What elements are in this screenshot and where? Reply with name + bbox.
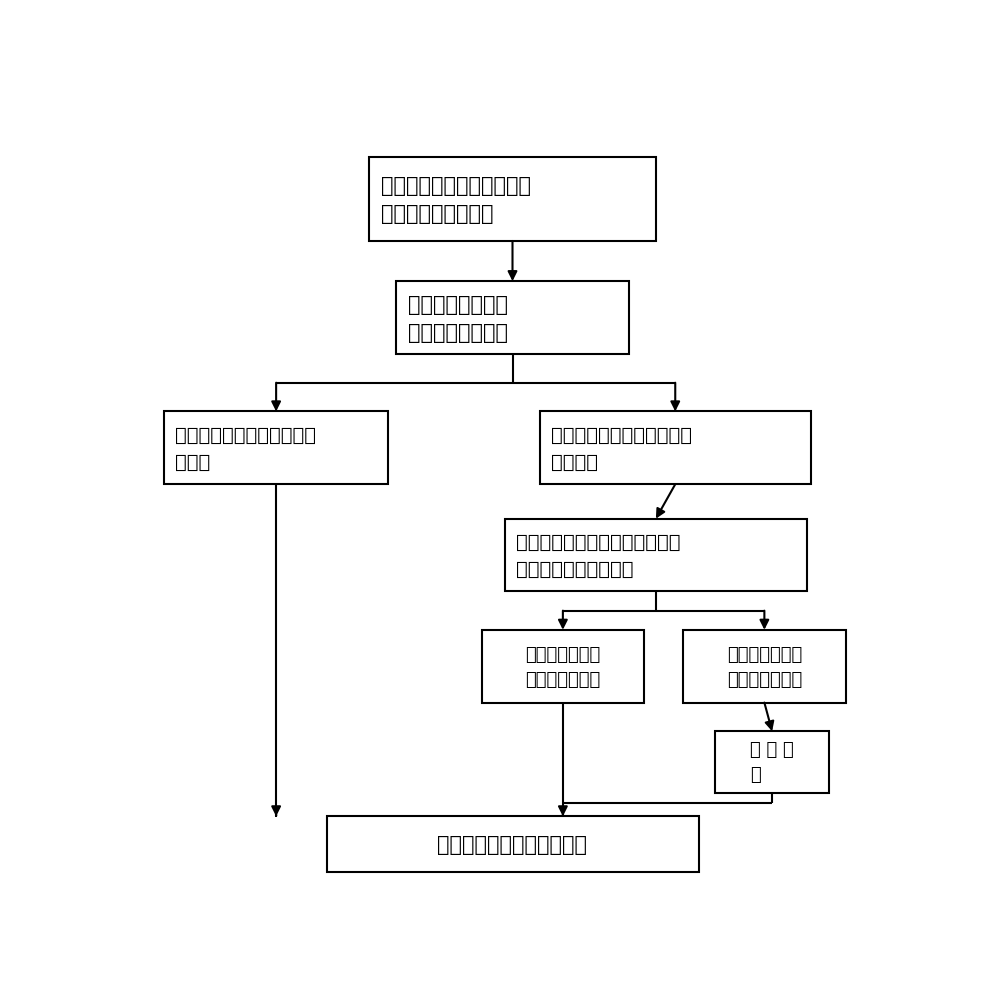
Bar [482,630,644,703]
Bar [396,282,629,355]
Text: 吸嘴杆继续下降指定距离，头部
控制板持续监测真空值: 吸嘴杆继续下降指定距离，头部 控制板持续监测真空值 [516,533,681,579]
Text: 头部控制板不断监
测吸嘴内的真空值: 头部控制板不断监 测吸嘴内的真空值 [408,294,508,342]
Bar [540,413,811,485]
Bar [369,158,656,242]
Text: 贴片机的真空气路开启，吸
嘴杆下降到指定位置: 贴片机的真空气路开启，吸 嘴杆下降到指定位置 [381,176,531,224]
Text: 头部控制板控制吸嘴杆上升: 头部控制板控制吸嘴杆上升 [438,834,588,854]
Text: 吸嘴内的真空值
到达吸到料的标: 吸嘴内的真空值 到达吸到料的标 [525,645,600,688]
Text: 超 时 返
回: 超 时 返 回 [750,741,794,783]
Text: 吸嘴内的真空值到达吸到料
的标准: 吸嘴内的真空值到达吸到料 的标准 [175,425,316,471]
Text: 吸嘴内的真空值
到达吸到料的标: 吸嘴内的真空值 到达吸到料的标 [727,645,802,688]
Bar [715,732,829,793]
Bar [683,630,846,703]
Bar [164,413,388,485]
Text: 吸嘴内的真空值未到达吸到
料的标准: 吸嘴内的真空值未到达吸到 料的标准 [551,425,692,471]
Bar [505,519,807,591]
Bar [326,816,698,872]
